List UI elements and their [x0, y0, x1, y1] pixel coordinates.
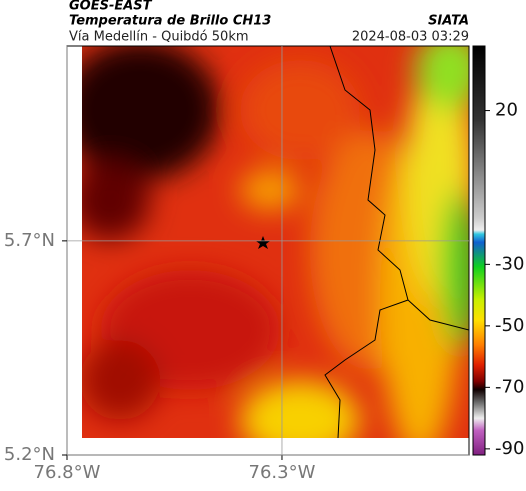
colorbar-label: -30	[495, 253, 524, 274]
y-tick-label: 5.2°N	[4, 444, 55, 465]
x-tick-label: 76.3°W	[249, 462, 316, 483]
title: GOES-EAST	[69, 0, 153, 14]
region: Vía Medellín - Quibdó 50km	[69, 30, 249, 45]
colorbar-label: -90	[495, 438, 524, 459]
source: SIATA	[428, 14, 469, 29]
y-tick-label: 5.7°N	[4, 230, 55, 251]
colorbar-label: -70	[495, 376, 524, 397]
colorbar	[472, 45, 486, 456]
map-field	[82, 46, 469, 438]
timestamp: 2024-08-03 03:29	[352, 30, 469, 45]
colorbar-label: -50	[495, 315, 524, 336]
x-tick-label: 76.8°W	[34, 462, 101, 483]
colorbar-label: 20	[495, 100, 518, 121]
subtitle: Temperatura de Brillo CH13	[69, 14, 271, 29]
